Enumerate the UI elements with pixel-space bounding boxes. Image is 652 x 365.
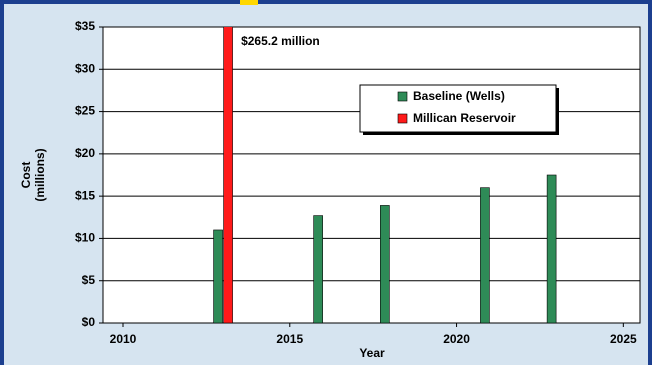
bar — [480, 187, 490, 323]
y-axis-title: Cost — [19, 162, 33, 189]
bar — [380, 205, 390, 323]
y-tick-label: $35 — [75, 19, 95, 33]
x-tick-label: 2010 — [110, 332, 137, 346]
y-tick-label: $30 — [75, 61, 95, 75]
legend-box — [359, 84, 557, 133]
y-tick-label: $10 — [75, 231, 95, 245]
bar — [213, 229, 223, 323]
y-tick-label: $0 — [82, 315, 96, 329]
decoration — [240, 0, 258, 5]
legend-swatch — [397, 113, 408, 124]
legend-swatch — [397, 91, 408, 102]
x-axis-title: Year — [359, 346, 385, 360]
legend-label: Millican Reservoir — [413, 111, 516, 125]
bar — [313, 215, 323, 323]
y-tick-label: $25 — [75, 104, 95, 118]
data-label: $265.2 million — [241, 34, 320, 48]
y-tick-label: $20 — [75, 146, 95, 160]
y-tick-label: $5 — [82, 273, 96, 287]
x-tick-label: 2020 — [443, 332, 470, 346]
x-tick-label: 2015 — [276, 332, 303, 346]
bar — [546, 174, 557, 323]
bar — [223, 27, 233, 323]
y-tick-label: $15 — [75, 188, 95, 202]
y-axis-title: (millions) — [33, 148, 47, 201]
x-tick-label: 2025 — [610, 332, 637, 346]
plot-area — [102, 26, 641, 324]
legend-label: Baseline (Wells) — [413, 89, 505, 103]
